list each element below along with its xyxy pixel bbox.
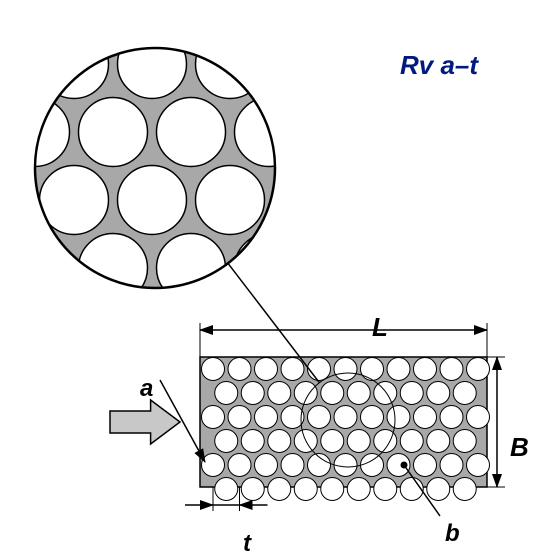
diagram-svg bbox=[0, 0, 550, 550]
